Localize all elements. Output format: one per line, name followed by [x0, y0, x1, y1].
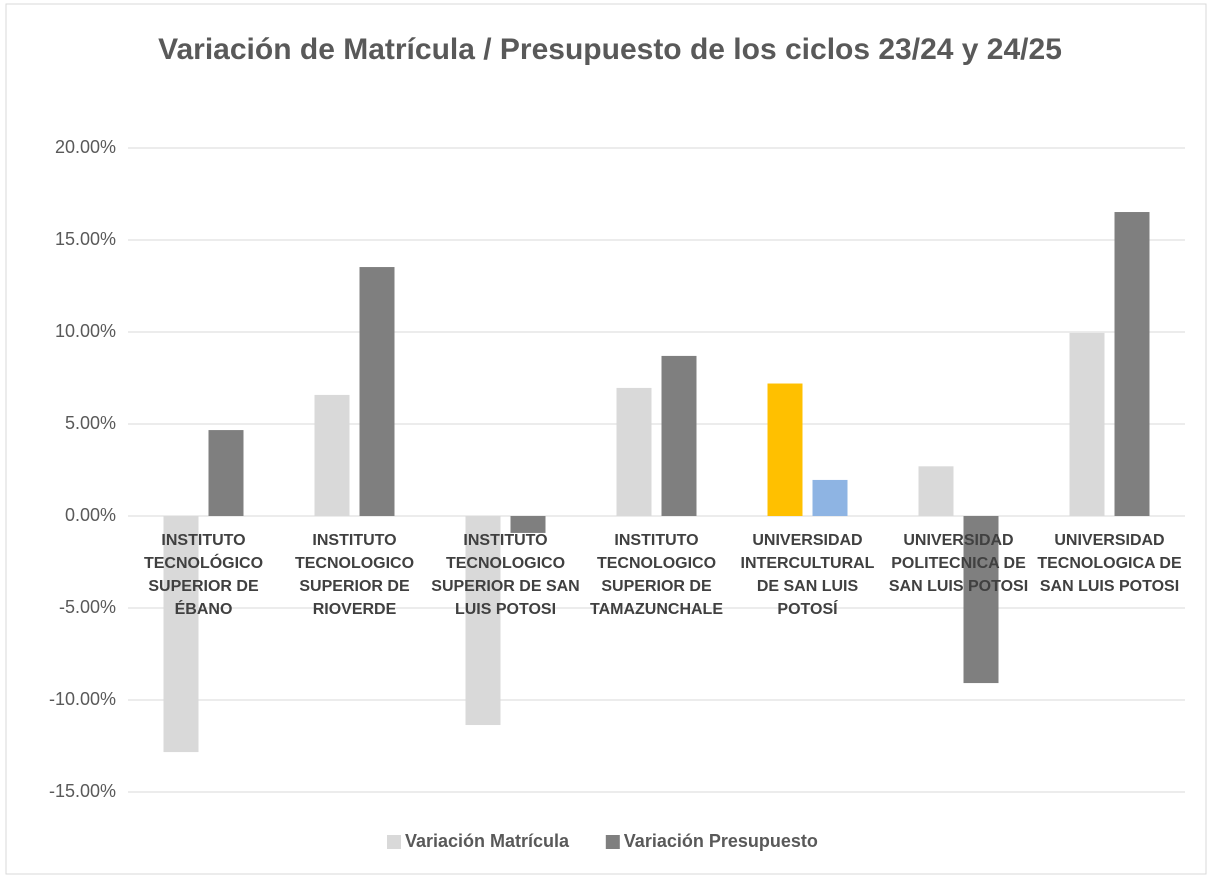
legend-label: Variación Matrícula [405, 831, 570, 851]
bar [208, 430, 244, 516]
frame [5, 3, 1207, 875]
y-tick-label: -15.00% [49, 781, 116, 801]
bar [1069, 332, 1105, 516]
bar [359, 267, 395, 516]
y-tick-label: 0.00% [65, 505, 116, 525]
bar [918, 466, 954, 516]
x-tick-label: INSTITUTO TECNOLÓGICO SUPERIOR DE ÉBANO [143, 532, 264, 618]
bar [616, 387, 652, 516]
x-tick-label: INSTITUTO TECNOLOGICO SUPERIOR DE TAMAZU… [589, 532, 723, 618]
y-tick-label: -10.00% [49, 689, 116, 709]
y-tick-label: 15.00% [55, 229, 116, 249]
bar [661, 355, 697, 516]
chart-title: Variación de Matrícula / Presupuesto de … [158, 33, 1062, 66]
x-tick-label: INSTITUTO TECNOLOGICO SUPERIOR DE SAN LU… [431, 532, 580, 618]
bar [812, 479, 848, 516]
bar [1114, 212, 1150, 517]
bar [465, 516, 501, 726]
bar [767, 383, 803, 516]
legend-swatch [387, 835, 401, 849]
bar [963, 516, 999, 684]
bar [314, 394, 350, 516]
legend-label: Variación Presupuesto [624, 831, 818, 851]
x-tick-label: UNIVERSIDAD POLITECNICA DE SAN LUIS POTO… [888, 532, 1029, 595]
bar [510, 516, 546, 533]
y-tick-label: 5.00% [65, 413, 116, 433]
bar [163, 516, 199, 753]
x-tick-label: INSTITUTO TECNOLOGICO SUPERIOR DE RIOVER… [294, 532, 415, 618]
y-tick-label: -5.00% [59, 597, 116, 617]
legend-swatch [605, 835, 620, 849]
x-tick-label: UNIVERSIDAD TECNOLOGICA DE SAN LUIS POTO… [1037, 532, 1182, 595]
x-tick-label: UNIVERSIDAD INTERCULTURAL DE SAN LUIS PO… [740, 532, 875, 618]
y-tick-label: 20.00% [55, 137, 116, 157]
y-tick-label: 10.00% [55, 321, 116, 341]
